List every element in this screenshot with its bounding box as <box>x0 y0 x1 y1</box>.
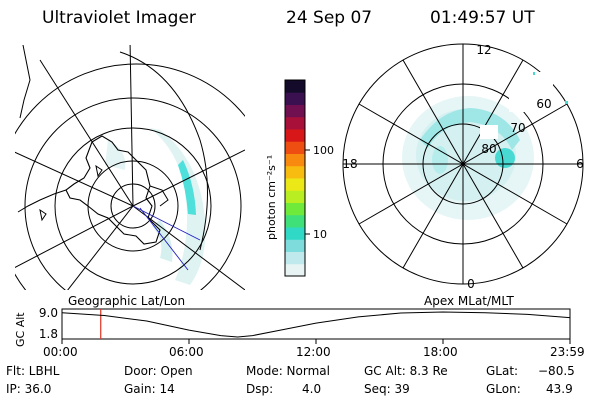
dsp-value: 4.0 <box>302 382 322 396</box>
island-2 <box>39 208 47 222</box>
mlat-label-60: 60 <box>536 97 551 111</box>
colorbar-segment <box>285 129 305 142</box>
colorbar-segment <box>285 116 305 130</box>
colorbar-segment <box>285 190 305 203</box>
outlier-pixel-1 <box>533 72 536 75</box>
gc-alt-series-line <box>61 311 570 338</box>
day-night-lines <box>132 205 201 271</box>
instrument-title: Ultraviolet Imager <box>42 8 196 28</box>
colorbar-segment <box>285 227 305 240</box>
globe-limb <box>119 51 208 251</box>
timeline-ytick-bottom: 1.8 <box>39 327 58 341</box>
colorbar-segment <box>285 251 305 265</box>
mlt-label-18: 18 <box>342 157 357 171</box>
glat-value: −80.5 <box>538 364 575 378</box>
apex-label: Apex MLat/MLT <box>424 294 514 308</box>
filter-status: Flt: LBHL <box>6 364 60 378</box>
mlat-label-70: 70 <box>510 121 525 135</box>
gc-alt-status: GC Alt: 8.3 Re <box>364 364 448 378</box>
ip-status: IP: 36.0 <box>6 382 52 396</box>
outlier-pixel-2 <box>565 101 568 104</box>
seq-status: Seq: 39 <box>364 382 410 396</box>
geographic-label: Geographic Lat/Lon <box>68 294 186 308</box>
timeline-xtick-1: 06:00 <box>169 345 204 359</box>
mlat-label-80: 80 <box>481 142 496 156</box>
colorbar-segment <box>285 263 305 277</box>
lat-circle-4 <box>24 97 242 290</box>
colorbar-segment <box>285 104 305 118</box>
mode-status: Mode: Normal <box>246 364 330 378</box>
colorbar-tick-label-100: 100 <box>313 144 334 157</box>
colorbar-segment <box>285 214 305 228</box>
colorbar-segment <box>285 178 305 191</box>
meridians <box>15 45 245 290</box>
south-america-tip <box>19 45 31 119</box>
island-1 <box>95 164 103 178</box>
timeline-xtick-3: 18:00 <box>423 345 458 359</box>
mlt-label-12: 12 <box>476 43 491 57</box>
timeline-xtick-4: 23:59 <box>550 345 585 359</box>
antarctica-coast <box>65 135 161 245</box>
polar-plot <box>342 43 584 285</box>
colorbar-segment <box>285 239 305 252</box>
colorbar <box>285 80 305 277</box>
gain-status: Gain: 14 <box>124 382 175 396</box>
timeline-ylabel: GC Alt <box>14 312 27 347</box>
colorbar-segment <box>285 165 305 179</box>
lat-circle-5 <box>15 63 245 290</box>
lat-circle-3 <box>54 127 212 285</box>
mlt-radials <box>343 44 583 284</box>
door-status: Door: Open <box>124 364 193 378</box>
glat-label: GLat: <box>486 364 519 378</box>
colorbar-tick-label-10: 10 <box>313 228 327 241</box>
ice-shelf <box>149 185 169 207</box>
aurora-glow-right <box>402 96 534 220</box>
dsp-label: Dsp: <box>246 382 274 396</box>
colorbar-segment <box>285 153 305 167</box>
colorbar-unit-label: photon cm⁻²s⁻¹ <box>265 155 278 240</box>
mlt-label-0: 0 <box>467 277 475 291</box>
glon-label: GLon: <box>486 382 521 396</box>
glon-value: 43.9 <box>546 382 573 396</box>
timeline-ytick-top: 9.0 <box>39 306 58 320</box>
timeline-xtick-2: 12:00 <box>296 345 331 359</box>
colorbar-segment <box>285 92 305 105</box>
timeline-plot <box>61 309 571 344</box>
date-label: 24 Sep 07 <box>286 8 373 28</box>
colorbar-segment <box>285 202 305 216</box>
mlt-label-6: 6 <box>576 157 584 171</box>
peninsula <box>17 189 67 213</box>
geographic-map <box>15 45 245 290</box>
time-label: 01:49:57 UT <box>430 8 535 28</box>
timeline-xtick-0: 00:00 <box>43 345 78 359</box>
colorbar-frame <box>284 79 306 277</box>
colorbar-segment <box>285 80 305 93</box>
colorbar-segment <box>285 141 305 154</box>
